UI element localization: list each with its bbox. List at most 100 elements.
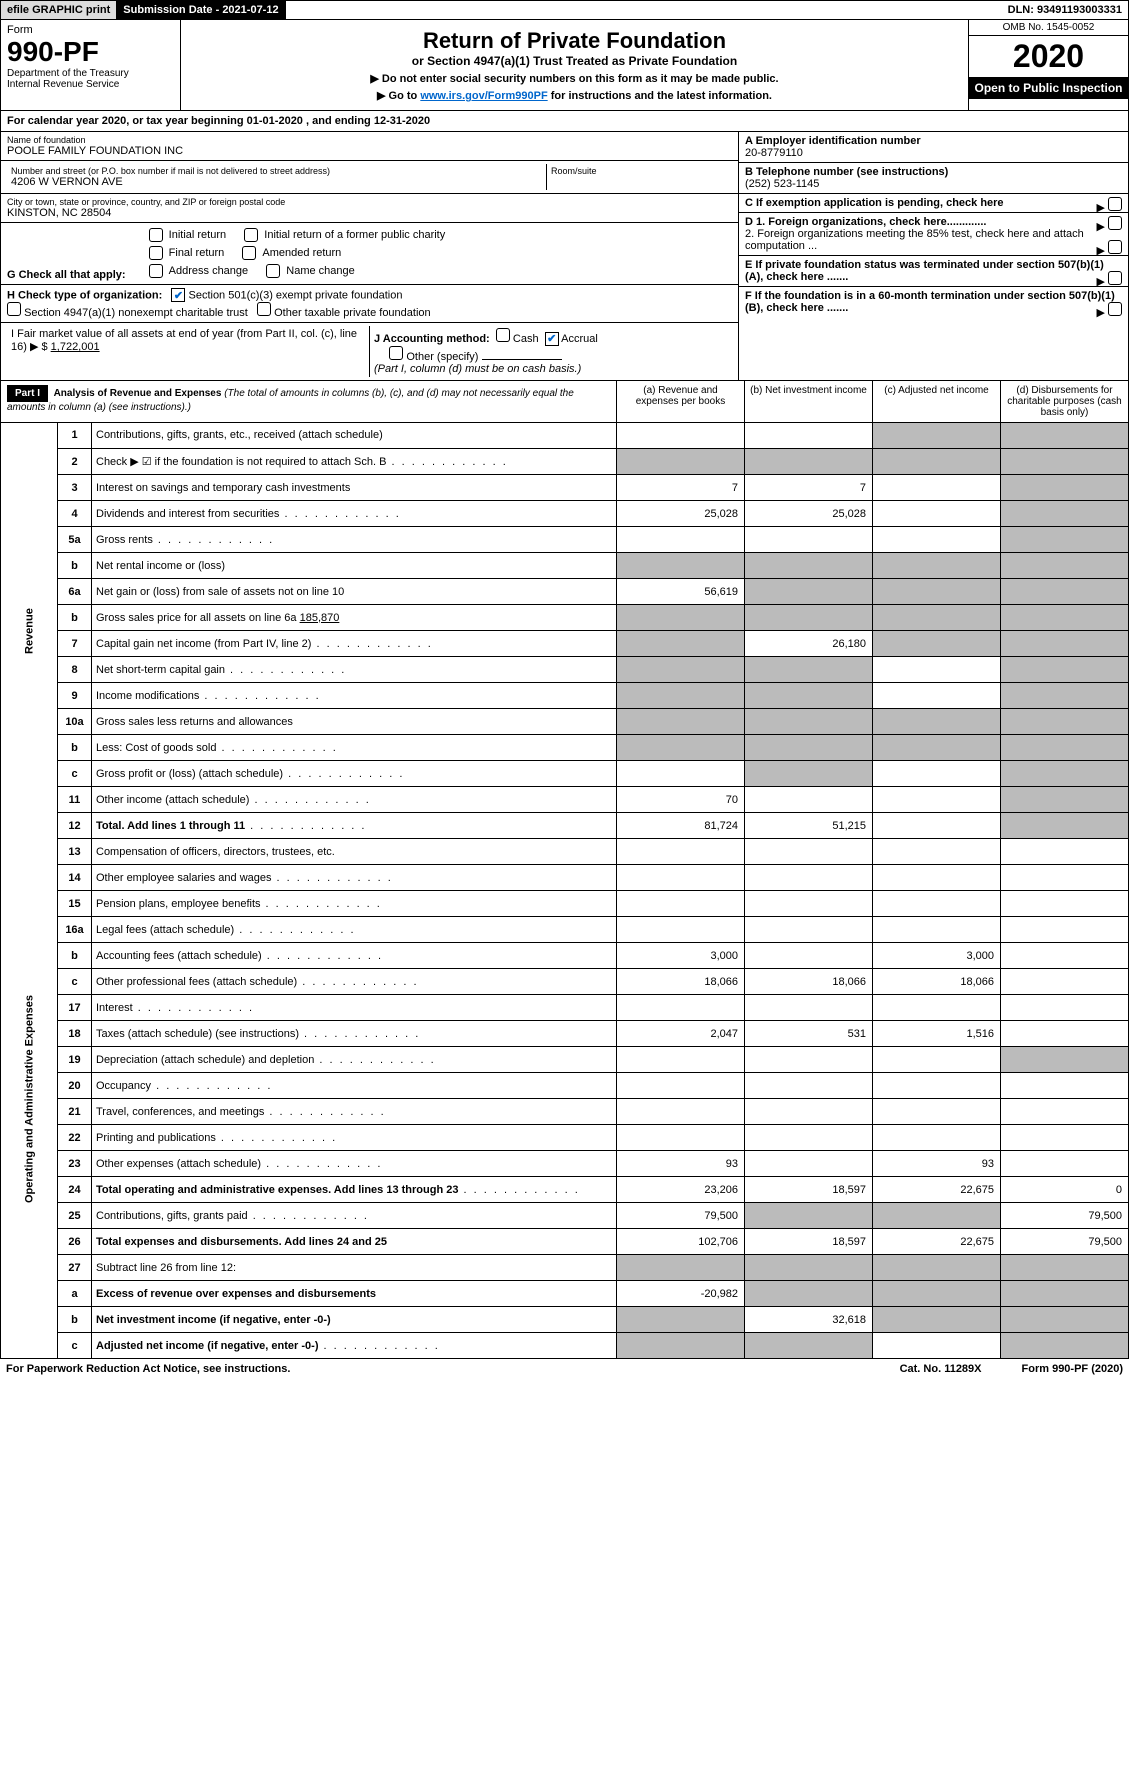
table-row: 16aLegal fees (attach schedule): [1, 917, 1129, 943]
amount-cell: [873, 891, 1001, 917]
line-description: Capital gain net income (from Part IV, l…: [92, 631, 617, 657]
name-change-checkbox[interactable]: [266, 264, 280, 278]
initial-return-checkbox[interactable]: [149, 228, 163, 242]
line-description: Check ▶ ☑ if the foundation is not requi…: [92, 449, 617, 475]
line-number: 24: [58, 1177, 92, 1203]
accrual-checkbox[interactable]: ✔: [545, 332, 559, 346]
form-subtitle: or Section 4947(a)(1) Trust Treated as P…: [189, 54, 960, 68]
table-row: 20Occupancy: [1, 1073, 1129, 1099]
d2-label: 2. Foreign organizations meeting the 85%…: [745, 228, 1084, 252]
amount-cell: 93: [617, 1151, 745, 1177]
amount-cell: 3,000: [873, 943, 1001, 969]
amount-cell: 23,206: [617, 1177, 745, 1203]
line-number: 16a: [58, 917, 92, 943]
table-row: 4Dividends and interest from securities2…: [1, 501, 1129, 527]
status-terminated-checkbox[interactable]: [1108, 271, 1122, 285]
amount-cell: [1001, 501, 1129, 527]
line-number: 13: [58, 839, 92, 865]
ein-label: A Employer identification number: [745, 135, 1122, 147]
dln: DLN: 93491193003331: [1002, 1, 1128, 19]
amount-cell: [745, 943, 873, 969]
part1-header-row: Part I Analysis of Revenue and Expenses …: [0, 381, 1129, 423]
line-description: Excess of revenue over expenses and disb…: [92, 1281, 617, 1307]
amount-cell: [745, 1073, 873, 1099]
amount-cell: [745, 839, 873, 865]
ein-value: 20-8779110: [745, 147, 1122, 159]
line-number: a: [58, 1281, 92, 1307]
amount-cell: [873, 1307, 1001, 1333]
amount-cell: [1001, 1021, 1129, 1047]
line-number: 9: [58, 683, 92, 709]
60-month-checkbox[interactable]: [1108, 302, 1122, 316]
tax-year-end: 12-31-2020: [374, 115, 430, 127]
amount-cell: [617, 995, 745, 1021]
amount-cell: [617, 1307, 745, 1333]
section-i: I Fair market value of all assets at end…: [7, 326, 370, 377]
amount-cell: [873, 1125, 1001, 1151]
amount-cell: [1001, 813, 1129, 839]
amount-cell: [1001, 1151, 1129, 1177]
line-description: Other expenses (attach schedule): [92, 1151, 617, 1177]
other-method-checkbox[interactable]: [389, 346, 403, 360]
line-description: Contributions, gifts, grants, etc., rece…: [92, 423, 617, 449]
amount-cell: [873, 527, 1001, 553]
amount-cell: [617, 1047, 745, 1073]
table-row: 14Other employee salaries and wages: [1, 865, 1129, 891]
amount-cell: [1001, 969, 1129, 995]
table-row: 25Contributions, gifts, grants paid79,50…: [1, 1203, 1129, 1229]
amount-cell: [1001, 657, 1129, 683]
amount-cell: [1001, 1307, 1129, 1333]
amount-cell: [873, 631, 1001, 657]
amount-cell: [1001, 917, 1129, 943]
line-description: Travel, conferences, and meetings: [92, 1099, 617, 1125]
other-specify-input[interactable]: [482, 359, 562, 360]
amended-return-checkbox[interactable]: [242, 246, 256, 260]
initial-former-checkbox[interactable]: [244, 228, 258, 242]
amount-cell: [745, 527, 873, 553]
cash-checkbox[interactable]: [496, 328, 510, 342]
amount-cell: [745, 1125, 873, 1151]
amount-cell: [873, 475, 1001, 501]
final-return-checkbox[interactable]: [149, 246, 163, 260]
amount-cell: [745, 1333, 873, 1359]
line-description: Printing and publications: [92, 1125, 617, 1151]
address-change-checkbox[interactable]: [149, 264, 163, 278]
amount-cell: [617, 1099, 745, 1125]
amount-cell: [1001, 1125, 1129, 1151]
other-taxable-checkbox[interactable]: [257, 302, 271, 316]
table-row: 15Pension plans, employee benefits: [1, 891, 1129, 917]
foreign-org-checkbox[interactable]: [1108, 216, 1122, 230]
line-description: Gross sales less returns and allowances: [92, 709, 617, 735]
amount-cell: [617, 1073, 745, 1099]
amount-cell: [873, 605, 1001, 631]
amount-cell: 51,215: [745, 813, 873, 839]
501c3-checkbox[interactable]: ✔: [171, 288, 185, 302]
j-note: (Part I, column (d) must be on cash basi…: [374, 363, 581, 375]
foreign-85-checkbox[interactable]: [1108, 240, 1122, 254]
amount-cell: 22,675: [873, 1229, 1001, 1255]
line-number: b: [58, 1307, 92, 1333]
amount-cell: [617, 891, 745, 917]
line-number: 18: [58, 1021, 92, 1047]
exemption-pending-checkbox[interactable]: [1108, 197, 1122, 211]
amount-cell: [873, 865, 1001, 891]
table-row: Operating and Administrative Expenses13C…: [1, 839, 1129, 865]
line-number: b: [58, 605, 92, 631]
table-row: cAdjusted net income (if negative, enter…: [1, 1333, 1129, 1359]
part1-table: Revenue1Contributions, gifts, grants, et…: [0, 423, 1129, 1360]
line-number: b: [58, 943, 92, 969]
part1-badge: Part I: [7, 385, 48, 402]
form990pf-link[interactable]: www.irs.gov/Form990PF: [420, 90, 547, 102]
line-description: Subtract line 26 from line 12:: [92, 1255, 617, 1281]
line-number: 10a: [58, 709, 92, 735]
efile-print-button[interactable]: efile GRAPHIC print: [1, 1, 117, 19]
4947a1-checkbox[interactable]: [7, 302, 21, 316]
line-description: Interest on savings and temporary cash i…: [92, 475, 617, 501]
line-description: Other income (attach schedule): [92, 787, 617, 813]
amount-cell: [617, 657, 745, 683]
amount-cell: [1001, 839, 1129, 865]
line-number: 5a: [58, 527, 92, 553]
amount-cell: [745, 1151, 873, 1177]
line-description: Dividends and interest from securities: [92, 501, 617, 527]
line-number: b: [58, 735, 92, 761]
